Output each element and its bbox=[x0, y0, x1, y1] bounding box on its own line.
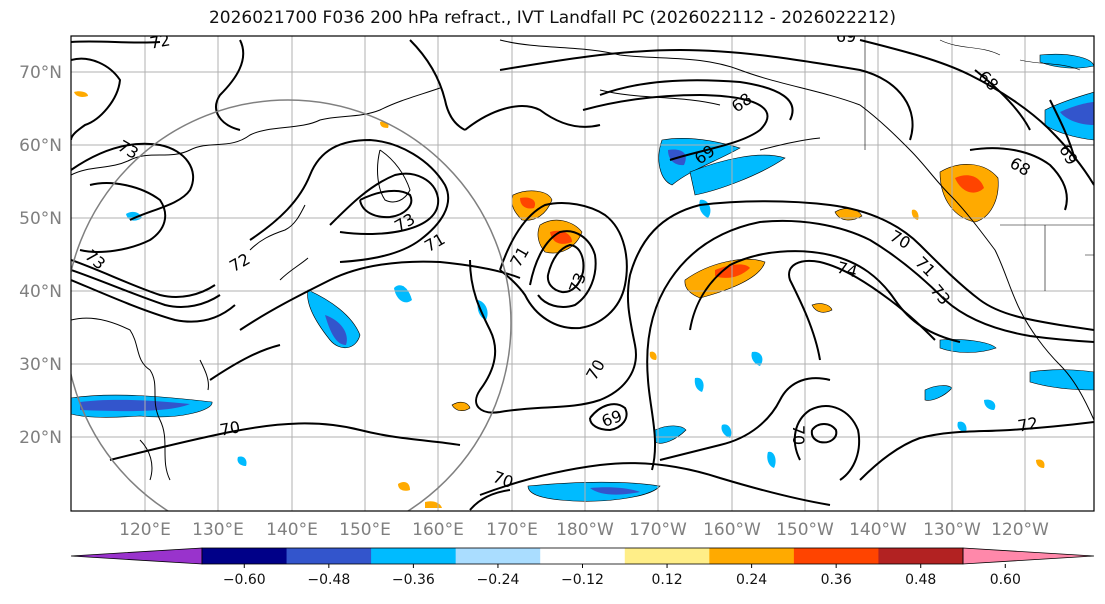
coast-asia bbox=[71, 87, 441, 481]
colorbar-tick-label: 0.36 bbox=[821, 572, 852, 588]
colorbar-extend-low bbox=[70, 547, 203, 565]
lon-label: 120°W bbox=[991, 520, 1049, 540]
contour-label: 74 bbox=[835, 258, 860, 282]
contour-label: 70 bbox=[218, 417, 241, 439]
lat-label: 30°N bbox=[19, 355, 62, 375]
contour-72-northwest bbox=[71, 40, 161, 44]
orange-patch-gulf-alaska bbox=[939, 163, 999, 223]
contour-label: 72 bbox=[1016, 413, 1039, 435]
colorbar-tick-label: −0.36 bbox=[392, 572, 435, 588]
lon-label: 130°E bbox=[192, 520, 244, 540]
colorbar-tick-label: −0.48 bbox=[307, 572, 350, 588]
lon-label: 180°W bbox=[556, 520, 614, 540]
lon-label: 120°E bbox=[119, 520, 171, 540]
lat-label: 60°N bbox=[19, 136, 62, 156]
map-frame bbox=[70, 35, 1095, 512]
lon-label: 160°E bbox=[412, 520, 464, 540]
colorbar-segment bbox=[371, 548, 457, 564]
coast-kamchatka bbox=[377, 149, 411, 203]
lon-label: 160°W bbox=[703, 520, 761, 540]
lon-label: 170°E bbox=[486, 520, 538, 540]
blue-patch-west-coast bbox=[939, 339, 997, 353]
colorbar-tick-label: 0.24 bbox=[736, 572, 767, 588]
lat-axis: 70°N 60°N 50°N 40°N 30°N 20°N bbox=[19, 63, 62, 448]
border-lines bbox=[864, 36, 1094, 291]
lon-label: 140°E bbox=[266, 520, 318, 540]
blue-patch-west-pacific-core bbox=[80, 399, 190, 412]
blue-patch-japan bbox=[307, 289, 361, 348]
colorbar-segment bbox=[286, 548, 372, 564]
coast-north-america bbox=[859, 104, 1094, 421]
contour-label: 70 bbox=[789, 425, 808, 445]
coastlines bbox=[71, 36, 1094, 481]
blue-patch-central-north bbox=[654, 425, 687, 444]
map-title: 2026021700 F036 200 hPa refract., IVT La… bbox=[208, 8, 896, 28]
colorbar-tick-label: 0.48 bbox=[905, 572, 936, 588]
graticule bbox=[71, 36, 1094, 511]
colorbar-tick-label: 0.12 bbox=[651, 572, 682, 588]
pc-shading bbox=[71, 53, 1094, 508]
lat-label: 40°N bbox=[19, 282, 62, 302]
lat-label: 70°N bbox=[19, 63, 62, 83]
colorbar-segment bbox=[709, 548, 795, 564]
colorbar-extend-high bbox=[962, 547, 1095, 565]
colorbar-segment bbox=[202, 548, 288, 564]
lon-label: 170°W bbox=[629, 520, 687, 540]
colorbar-segment bbox=[793, 548, 879, 564]
colorbar: −0.60 −0.48 −0.36 −0.24 −0.12 0.12 0.24 0.36 0.4… bbox=[70, 547, 1095, 588]
lon-label: 140°W bbox=[849, 520, 907, 540]
lon-label: 150°W bbox=[776, 520, 834, 540]
colorbar-segment bbox=[455, 548, 541, 564]
colorbar-tick-label: −0.12 bbox=[561, 572, 604, 588]
blue-patch-alaska-peninsula bbox=[689, 154, 786, 196]
blue-patch-baja bbox=[1029, 369, 1094, 391]
lon-axis: 120°E 130°E 140°E 150°E 160°E 170°E 180°… bbox=[119, 520, 1049, 540]
colorbar-tick-label: −0.24 bbox=[476, 572, 519, 588]
lat-label: 50°N bbox=[19, 209, 62, 229]
contours bbox=[71, 39, 1094, 511]
colorbar-tick-label: 0.60 bbox=[990, 572, 1021, 588]
reference-circle bbox=[71, 99, 512, 511]
blue-patch-bering bbox=[658, 138, 741, 186]
colorbar-tick-label: −0.60 bbox=[223, 572, 266, 588]
lat-label: 20°N bbox=[19, 428, 62, 448]
colorbar-segment bbox=[624, 548, 710, 564]
colorbar-segment bbox=[540, 548, 626, 564]
contour-label: 72 bbox=[148, 30, 171, 52]
colorbar-segment bbox=[878, 548, 964, 564]
lon-label: 150°E bbox=[339, 520, 391, 540]
lon-label: 130°W bbox=[923, 520, 981, 540]
contour-label: 69 bbox=[836, 27, 856, 46]
